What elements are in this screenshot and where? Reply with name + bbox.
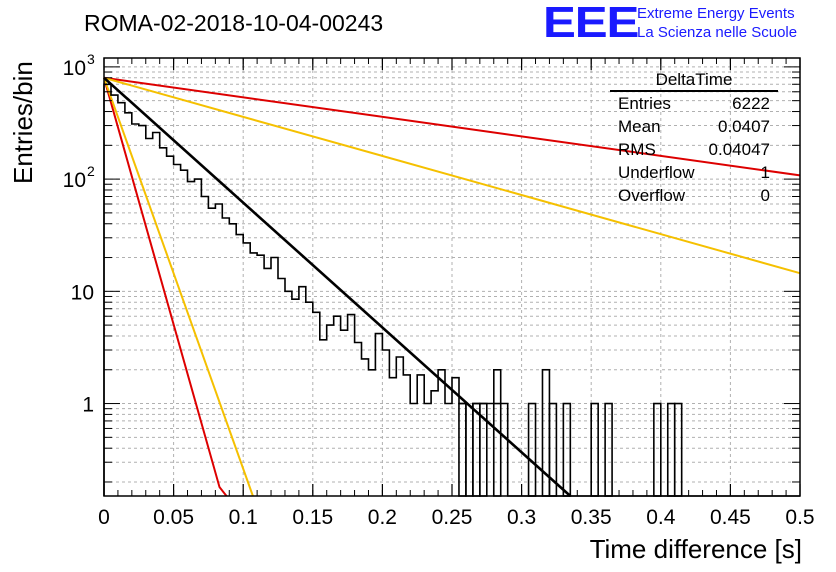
x-tick-label: 0.15 [292, 506, 333, 529]
x-tick-label: 0.25 [432, 506, 473, 529]
x-tick-label: 0.45 [710, 506, 751, 529]
curve-fit [103, 76, 572, 497]
stats-value: 1 [760, 163, 770, 182]
x-tick-label: 0.2 [368, 506, 397, 529]
stats-row-entries: Entries 6222 [610, 92, 778, 115]
plot-title: ROMA-02-2018-10-04-00243 [84, 10, 384, 36]
stats-box: DeltaTime Entries 6222 Mean 0.0407 RMS 0… [610, 70, 778, 207]
stats-label: Overflow [618, 186, 686, 205]
curve-yellow-steep [103, 77, 254, 497]
x-axis-label: Time difference [s] [589, 534, 802, 564]
x-tick-label: 0.1 [229, 506, 258, 529]
logo-caption-line2: La Scienza nelle Scuole [637, 24, 798, 41]
stats-title: DeltaTime [610, 70, 778, 92]
stats-label: Entries [618, 94, 671, 113]
stats-value: 6222 [732, 94, 770, 113]
x-tick-label: 0 [98, 506, 110, 529]
stats-row-underflow: Underflow 1 [610, 161, 778, 184]
y-tick-label: 10 [71, 281, 94, 304]
stats-label: Mean [618, 117, 661, 136]
y-axis-label: Entries/bin [8, 61, 38, 184]
logo-caption-line1: Extreme Energy Events [637, 5, 795, 22]
stats-row-overflow: Overflow 0 [610, 184, 778, 207]
fit-curve-layer [103, 76, 572, 497]
x-tick-label: 0.35 [571, 506, 612, 529]
stats-value: 0.04047 [708, 140, 770, 159]
y-tick-label: 1 [82, 394, 94, 417]
stats-row-rms: RMS 0.04047 [610, 138, 778, 161]
stats-label: Underflow [618, 163, 695, 182]
stats-row-mean: Mean 0.0407 [610, 115, 778, 138]
axes: 0 0.05 0.1 0.15 0.2 0.25 0.3 0.35 0.4 0.45 0.51101… [63, 51, 815, 529]
reference-curves [103, 76, 801, 497]
y-tick-label: 10 [63, 169, 86, 192]
stats-value: 0 [760, 186, 770, 205]
x-tick-label: 0.05 [153, 506, 194, 529]
logo-caption: Extreme Energy Events La Scienza nelle S… [637, 4, 797, 42]
grid [103, 58, 801, 496]
curve-red-steep [103, 77, 228, 497]
curve-yellow-shallow [103, 76, 801, 275]
stats-value: 0.0407 [718, 117, 770, 136]
x-tick-label: 0.4 [646, 506, 676, 529]
y-tick-exponent: 2 [87, 163, 95, 179]
y-tick-label: 10 [63, 57, 86, 80]
x-tick-label: 0.3 [507, 506, 536, 529]
x-tick-label: 0.5 [785, 506, 814, 529]
y-tick-exponent: 3 [87, 51, 95, 67]
curve-red-shallow [103, 76, 801, 177]
stats-label: RMS [618, 140, 656, 159]
eee-logo: EEE [543, 0, 639, 47]
